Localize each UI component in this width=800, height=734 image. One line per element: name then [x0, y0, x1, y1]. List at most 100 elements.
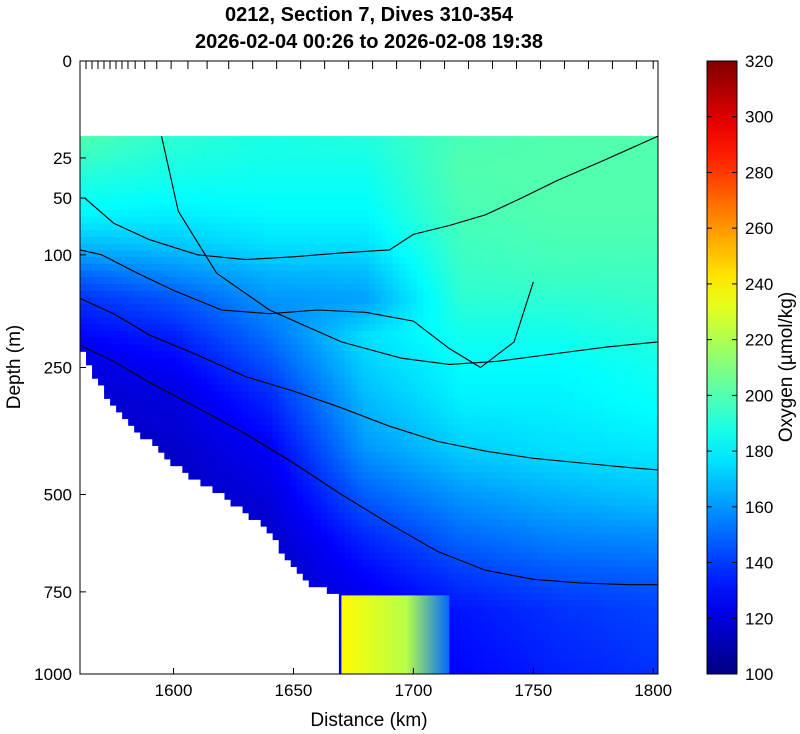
field-cell — [158, 317, 165, 325]
field-cell — [399, 149, 406, 157]
field-cell — [344, 505, 352, 514]
field-cell — [369, 371, 376, 379]
field-cell — [501, 223, 509, 231]
field-cell — [447, 257, 454, 265]
field-cell — [194, 472, 202, 480]
field-cell — [248, 142, 256, 151]
field-cell — [531, 210, 539, 218]
field-cell — [429, 136, 436, 144]
field-cell — [344, 236, 352, 245]
field-cell — [411, 223, 418, 231]
field-cell — [447, 364, 454, 373]
field-cell — [218, 425, 226, 433]
field-cell — [320, 344, 328, 352]
field-cell — [429, 485, 436, 494]
field-cell — [501, 304, 509, 312]
field-cell — [429, 425, 436, 433]
field-cell — [381, 156, 388, 164]
field-cell — [278, 431, 286, 440]
field-cell — [224, 479, 232, 487]
field-cell — [471, 546, 478, 554]
field-cell — [122, 277, 129, 285]
field-cell — [356, 384, 364, 393]
field-cell — [188, 162, 195, 171]
field-cell — [459, 250, 466, 258]
field-cell — [459, 216, 466, 225]
field-cell — [290, 331, 298, 339]
field-cell — [242, 458, 250, 467]
field-cell — [405, 344, 412, 352]
field-cell — [260, 405, 268, 413]
field-cell — [399, 539, 406, 547]
field-cell — [465, 223, 472, 231]
field-cell — [477, 344, 484, 352]
field-cell — [501, 660, 509, 668]
field-cell — [405, 216, 412, 225]
field-cell — [507, 310, 515, 319]
field-cell — [429, 378, 436, 386]
field-cell — [423, 230, 430, 238]
field-cell — [531, 586, 539, 594]
field-cell — [326, 331, 334, 339]
field-cell — [134, 317, 141, 325]
field-cell — [531, 519, 539, 527]
field-cell — [453, 263, 460, 272]
field-cell — [362, 324, 370, 332]
field-cell — [471, 364, 478, 373]
field-cell — [176, 169, 183, 178]
field-cell — [417, 263, 424, 272]
field-cell — [266, 196, 274, 204]
field-cell — [188, 357, 195, 366]
field-cell — [465, 250, 472, 258]
field-cell — [284, 156, 292, 164]
field-cell — [477, 418, 484, 426]
field-cell — [411, 236, 418, 245]
field-cell — [314, 196, 322, 204]
field-cell — [284, 142, 292, 151]
field-cell — [447, 142, 454, 151]
field-cell — [350, 310, 358, 319]
field-cell — [284, 465, 292, 473]
field-cell — [483, 452, 491, 460]
field-cell — [465, 499, 472, 507]
field-cell — [272, 378, 280, 386]
field-cell — [338, 270, 346, 278]
field-cell — [212, 344, 220, 352]
field-cell — [200, 310, 208, 319]
field-cell — [290, 136, 298, 144]
field-cell — [447, 290, 454, 299]
field-cell — [332, 445, 340, 453]
field-cell — [230, 431, 238, 440]
field-cell — [362, 566, 370, 574]
field-cell — [495, 183, 503, 191]
field-cell — [519, 162, 527, 171]
field-cell — [411, 331, 418, 339]
field-cell — [314, 331, 322, 339]
field-cell — [134, 384, 141, 393]
field-cell — [369, 277, 376, 285]
field-cell — [224, 162, 232, 171]
field-cell — [435, 425, 442, 433]
field-cell — [332, 331, 340, 339]
field-cell — [356, 284, 364, 292]
field-cell — [344, 485, 352, 494]
field-cell — [236, 169, 244, 178]
field-cell — [290, 479, 298, 487]
field-cell — [284, 479, 292, 487]
field-cell — [507, 519, 515, 527]
field-cell — [242, 236, 250, 245]
field-cell — [465, 156, 472, 164]
field-cell — [387, 243, 394, 251]
field-cell — [393, 526, 400, 534]
field-cell — [362, 552, 370, 561]
field-cell — [507, 512, 515, 520]
field-cell — [146, 203, 153, 211]
field-cell — [284, 196, 292, 204]
field-cell — [465, 667, 472, 674]
field-cell — [525, 196, 533, 204]
field-cell — [224, 169, 232, 178]
field-cell — [375, 472, 382, 480]
field-cell — [272, 512, 280, 520]
field-cell — [134, 236, 141, 245]
field-cell — [242, 277, 250, 285]
